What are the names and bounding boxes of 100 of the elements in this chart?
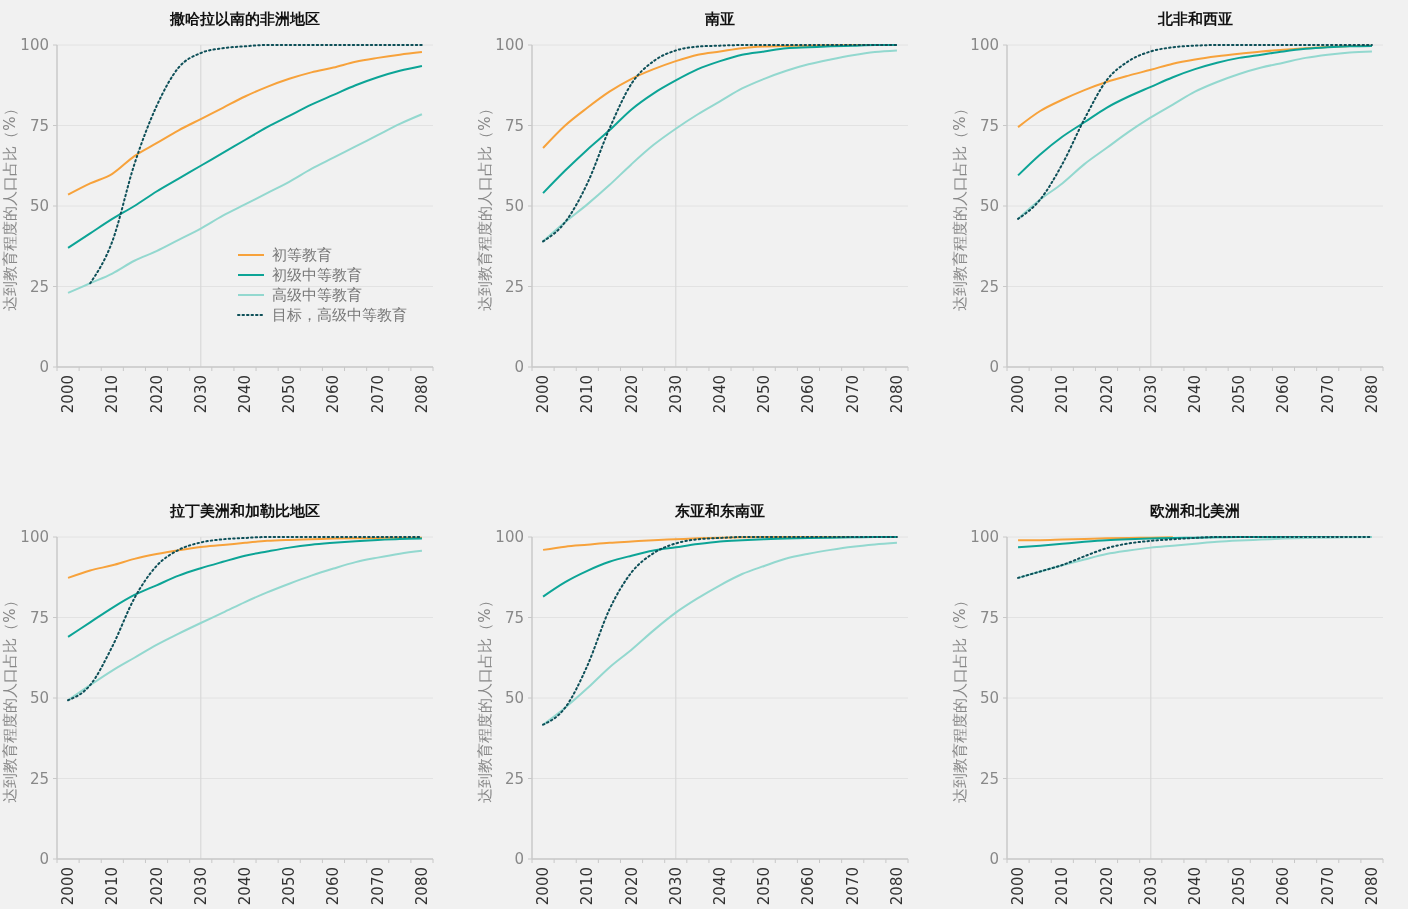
x-tick-label: 2020 (147, 867, 166, 906)
x-tick-label: 2030 (1141, 867, 1160, 906)
x-tick-label: 2020 (147, 375, 166, 414)
x-tick-label: 2010 (1053, 375, 1072, 414)
y-axis-title: 达到教育程度的人口占比（%） (1, 593, 19, 803)
x-tick-label: 2030 (191, 867, 210, 906)
y-tick-label: 75 (504, 608, 524, 627)
x-tick-label: 2040 (1186, 375, 1204, 414)
y-tick-label: 0 (514, 850, 524, 868)
y-tick-label: 50 (979, 197, 999, 215)
y-tick-label: 75 (979, 116, 999, 135)
y-tick-label: 25 (504, 769, 524, 788)
chart-title: 北非和西亚 (1156, 10, 1233, 28)
x-tick-label: 2000 (59, 375, 78, 414)
x-tick-label: 2070 (843, 867, 862, 906)
x-tick-label: 2030 (1141, 375, 1160, 414)
y-tick-label: 75 (29, 116, 49, 135)
line-series (67, 537, 423, 638)
y-tick-label: 100 (495, 528, 524, 546)
line-series (542, 536, 898, 598)
legend-label: 初等教育 (272, 246, 332, 264)
y-tick-label: 100 (20, 528, 49, 546)
x-tick-label: 2030 (666, 375, 685, 414)
x-tick-label: 2020 (622, 375, 641, 414)
y-tick-label: 50 (29, 197, 49, 215)
y-tick-label: 25 (504, 277, 524, 296)
x-tick-label: 2070 (843, 375, 862, 414)
x-tick-label: 2040 (711, 375, 729, 414)
y-tick-label: 25 (979, 277, 999, 296)
y-tick-label: 50 (29, 689, 49, 707)
y-tick-label: 25 (29, 277, 49, 296)
x-tick-label: 2050 (280, 867, 299, 906)
line-series (89, 44, 423, 285)
x-tick-label: 2040 (236, 867, 254, 906)
y-tick-label: 50 (504, 197, 524, 215)
x-tick-label: 2000 (1009, 375, 1028, 414)
line-series (67, 536, 423, 579)
y-tick-label: 75 (29, 608, 49, 627)
x-tick-label: 2060 (799, 375, 818, 414)
x-tick-label: 2060 (324, 867, 343, 906)
x-tick-label: 2040 (711, 867, 729, 906)
x-tick-label: 2050 (755, 375, 774, 414)
chart-title: 撒哈拉以南的非洲地区 (169, 10, 320, 28)
x-tick-label: 2050 (1230, 867, 1249, 906)
x-tick-label: 2040 (236, 375, 254, 414)
x-tick-label: 2030 (666, 867, 685, 906)
x-tick-label: 2060 (324, 375, 343, 414)
x-tick-label: 2070 (368, 375, 387, 414)
x-tick-label: 2000 (534, 375, 553, 414)
y-tick-label: 75 (504, 116, 524, 135)
x-tick-label: 2050 (280, 375, 299, 414)
y-axis-title: 达到教育程度的人口占比（%） (951, 101, 969, 311)
x-tick-label: 2070 (1318, 867, 1337, 906)
x-tick-label: 2070 (1318, 375, 1337, 414)
y-tick-label: 50 (979, 689, 999, 707)
x-tick-label: 2010 (103, 375, 122, 414)
x-tick-label: 2080 (1362, 867, 1381, 906)
y-axis-title: 达到教育程度的人口占比（%） (951, 593, 969, 803)
line-series (1017, 536, 1373, 579)
y-tick-label: 0 (39, 358, 49, 376)
y-tick-label: 25 (979, 769, 999, 788)
x-tick-label: 2080 (887, 867, 906, 906)
x-tick-label: 2050 (755, 867, 774, 906)
x-tick-label: 2010 (103, 867, 122, 906)
x-tick-label: 2010 (578, 867, 597, 906)
chart-title: 拉丁美洲和加勒比地区 (169, 502, 320, 520)
y-axis-title: 达到教育程度的人口占比（%） (476, 593, 494, 803)
x-tick-label: 2080 (412, 375, 431, 414)
y-tick-label: 0 (39, 850, 49, 868)
y-tick-label: 50 (504, 689, 524, 707)
line-series (1017, 44, 1373, 177)
x-tick-label: 2050 (1230, 375, 1249, 414)
legend-label: 初级中等教育 (272, 266, 362, 284)
y-tick-label: 0 (989, 850, 999, 868)
chart-title: 南亚 (704, 10, 735, 28)
legend-label: 目标，高级中等教育 (272, 306, 407, 324)
x-tick-label: 2010 (1053, 867, 1072, 906)
x-tick-label: 2000 (59, 867, 78, 906)
x-tick-label: 2060 (1274, 867, 1293, 906)
y-axis-title: 达到教育程度的人口占比（%） (476, 101, 494, 311)
y-tick-label: 100 (20, 36, 49, 54)
x-tick-label: 2080 (1362, 375, 1381, 414)
x-tick-label: 2020 (1097, 375, 1116, 414)
y-tick-label: 100 (495, 36, 524, 54)
line-series (67, 64, 423, 249)
y-tick-label: 100 (970, 528, 999, 546)
x-tick-label: 2010 (578, 375, 597, 414)
x-tick-label: 2000 (534, 867, 553, 906)
x-tick-label: 2060 (1274, 375, 1293, 414)
x-tick-label: 2000 (1009, 867, 1028, 906)
y-axis-title: 达到教育程度的人口占比（%） (1, 101, 19, 311)
chart-title: 东亚和东南亚 (674, 502, 765, 520)
x-tick-label: 2040 (1186, 867, 1204, 906)
x-tick-label: 2080 (412, 867, 431, 906)
y-tick-label: 25 (29, 769, 49, 788)
x-tick-label: 2020 (1097, 867, 1116, 906)
y-tick-label: 75 (979, 608, 999, 627)
legend-label: 高级中等教育 (272, 286, 362, 304)
line-series (67, 51, 423, 196)
x-tick-label: 2030 (191, 375, 210, 414)
